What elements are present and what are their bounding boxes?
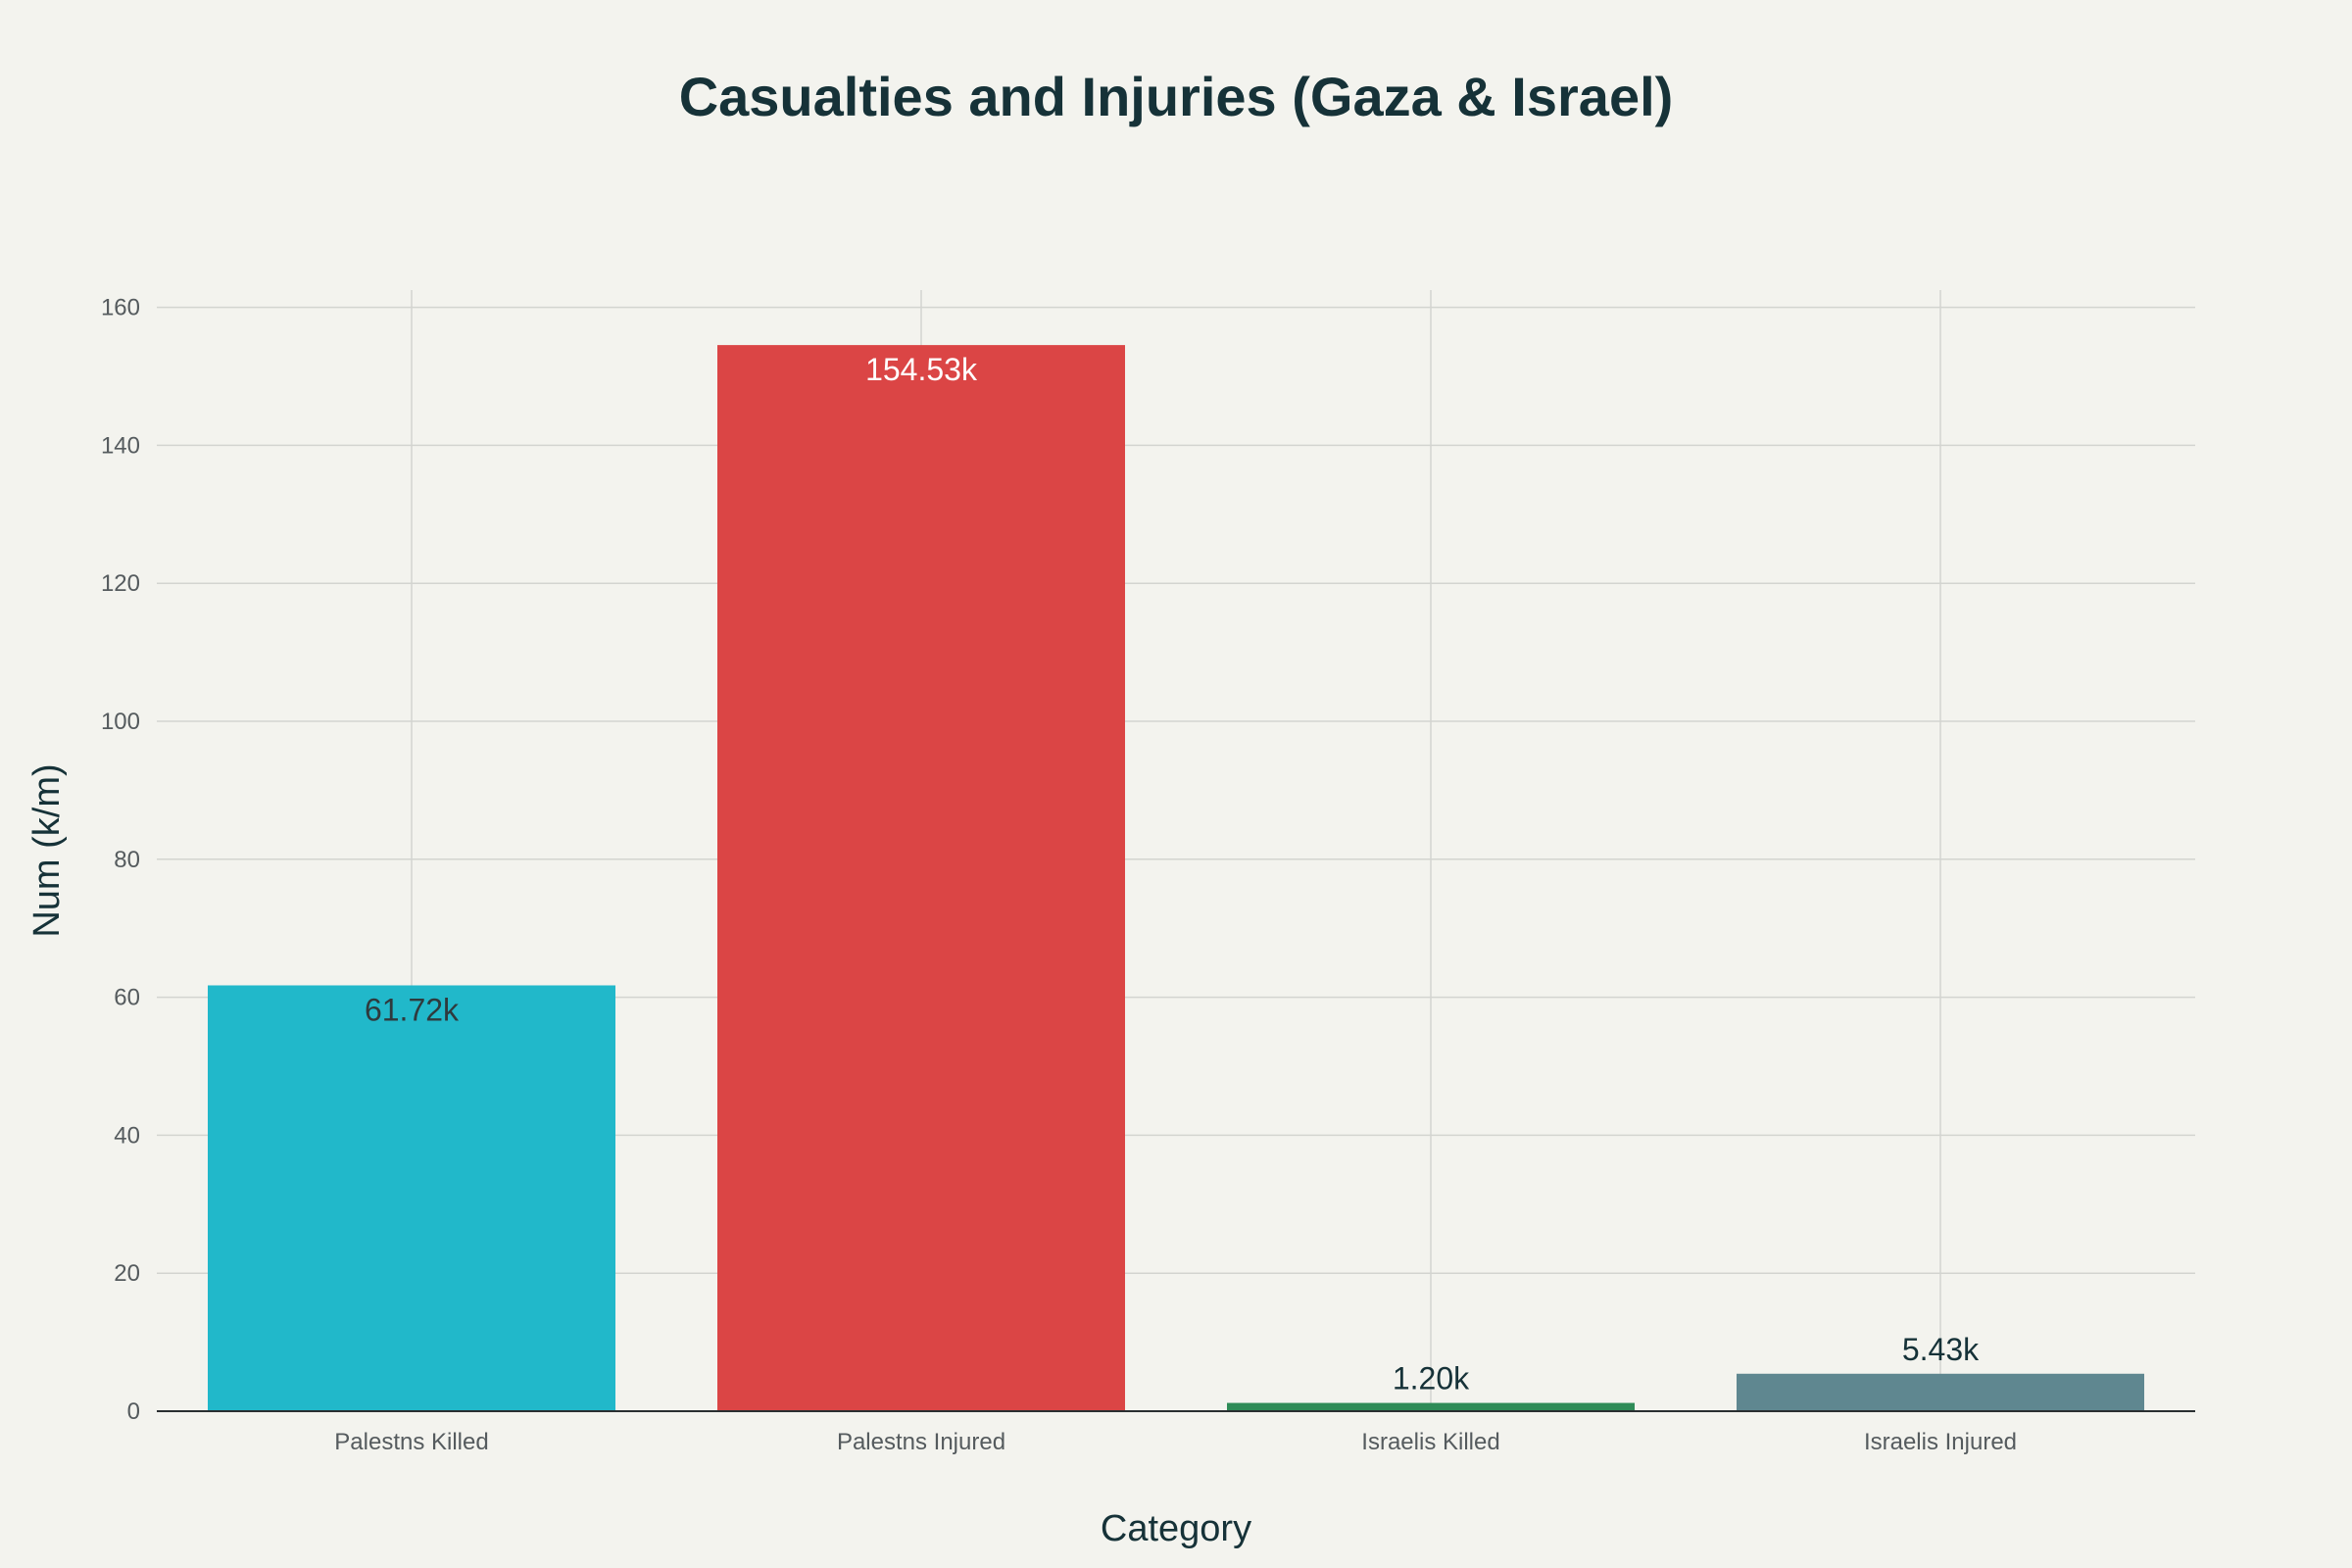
y-tick-label: 60 — [114, 985, 140, 1011]
bar — [1737, 1373, 2144, 1411]
y-tick-label: 40 — [114, 1122, 140, 1149]
y-tick-label: 120 — [101, 570, 140, 597]
y-tick-label: 140 — [101, 432, 140, 459]
chart-title: Casualties and Injuries (Gaza & Israel) — [679, 66, 1674, 127]
bar — [717, 345, 1125, 1412]
bars — [208, 345, 2144, 1412]
data-label: 61.72k — [365, 992, 460, 1027]
bar — [208, 985, 615, 1411]
y-tick-label: 160 — [101, 295, 140, 321]
x-tick-label: Israelis Killed — [1361, 1429, 1499, 1455]
bar — [1227, 1402, 1635, 1411]
y-tick-label: 20 — [114, 1260, 140, 1287]
data-label: 154.53k — [865, 352, 978, 387]
y-tick-label: 80 — [114, 847, 140, 873]
x-tick-label: Israelis Injured — [1864, 1429, 2017, 1455]
y-axis-title: Num (k/m) — [26, 763, 68, 937]
x-axis-title: Category — [1101, 1508, 1251, 1549]
y-tick-label: 0 — [127, 1398, 140, 1425]
data-label: 1.20k — [1393, 1361, 1470, 1396]
x-tick-label: Palestns Killed — [334, 1429, 488, 1455]
data-label: 5.43k — [1902, 1332, 1980, 1367]
data-labels: 61.72k 154.53k 1.20k 5.43k — [365, 352, 1980, 1396]
axes: 0 20 40 60 80 100 120 140 160 Palestns Killed Pale… — [101, 295, 2195, 1455]
x-tick-label: Palestns Injured — [837, 1429, 1005, 1455]
y-tick-label: 100 — [101, 709, 140, 735]
